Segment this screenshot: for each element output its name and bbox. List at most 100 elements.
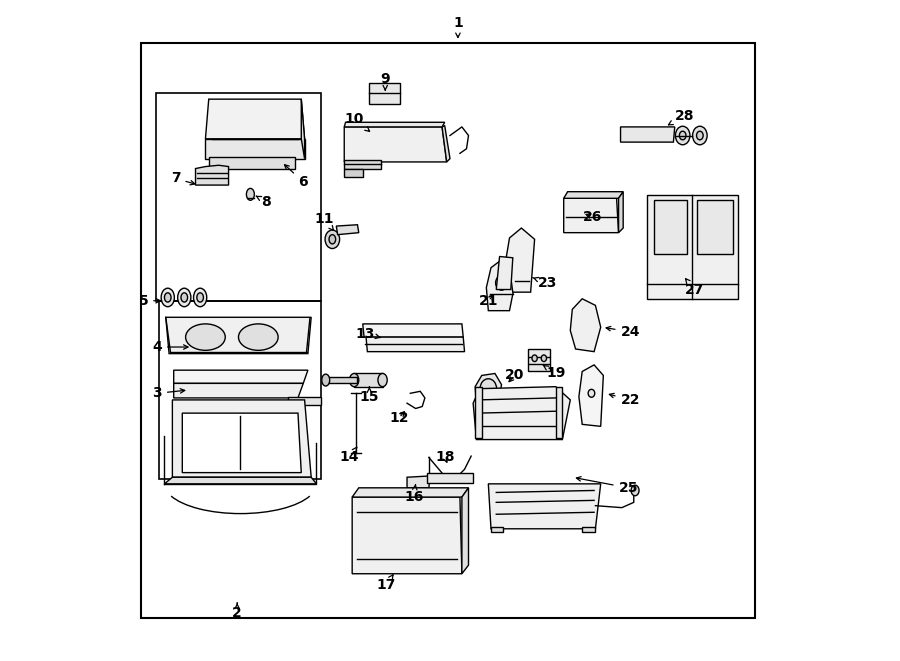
Text: 17: 17 bbox=[376, 575, 396, 592]
Text: 13: 13 bbox=[356, 327, 381, 341]
Ellipse shape bbox=[194, 288, 207, 307]
Polygon shape bbox=[337, 225, 359, 235]
Ellipse shape bbox=[693, 126, 707, 145]
Ellipse shape bbox=[161, 288, 175, 307]
Polygon shape bbox=[344, 122, 445, 127]
Bar bbox=[156, 93, 321, 301]
Ellipse shape bbox=[532, 355, 537, 362]
Text: 11: 11 bbox=[315, 212, 334, 230]
Text: 27: 27 bbox=[685, 279, 705, 297]
Text: 20: 20 bbox=[505, 368, 525, 383]
Text: 28: 28 bbox=[669, 108, 695, 125]
Polygon shape bbox=[427, 473, 473, 483]
Polygon shape bbox=[302, 99, 304, 159]
Ellipse shape bbox=[508, 395, 517, 405]
Ellipse shape bbox=[697, 131, 703, 140]
Polygon shape bbox=[486, 258, 516, 311]
Polygon shape bbox=[556, 387, 562, 438]
Text: 22: 22 bbox=[609, 393, 640, 407]
Text: 18: 18 bbox=[435, 450, 454, 465]
Polygon shape bbox=[183, 413, 302, 473]
Polygon shape bbox=[506, 228, 535, 292]
Polygon shape bbox=[363, 324, 464, 337]
Text: 4: 4 bbox=[152, 340, 188, 354]
Ellipse shape bbox=[496, 276, 508, 290]
Polygon shape bbox=[352, 497, 462, 574]
Text: 15: 15 bbox=[360, 387, 379, 404]
Polygon shape bbox=[475, 373, 501, 405]
Polygon shape bbox=[344, 127, 446, 162]
Ellipse shape bbox=[177, 288, 191, 307]
Polygon shape bbox=[528, 349, 551, 371]
Polygon shape bbox=[288, 397, 321, 405]
Polygon shape bbox=[355, 373, 382, 387]
Polygon shape bbox=[209, 157, 294, 169]
Polygon shape bbox=[344, 160, 381, 169]
Polygon shape bbox=[174, 383, 303, 398]
Bar bbox=[159, 301, 321, 479]
Polygon shape bbox=[195, 165, 229, 185]
Polygon shape bbox=[369, 83, 400, 104]
Text: 23: 23 bbox=[533, 276, 557, 290]
Text: 9: 9 bbox=[381, 72, 390, 90]
Polygon shape bbox=[620, 127, 675, 142]
Polygon shape bbox=[698, 200, 733, 254]
Polygon shape bbox=[473, 387, 571, 440]
Polygon shape bbox=[653, 200, 687, 254]
Polygon shape bbox=[407, 476, 430, 488]
Polygon shape bbox=[475, 387, 482, 438]
Text: 19: 19 bbox=[544, 366, 565, 381]
Polygon shape bbox=[205, 139, 304, 159]
Text: 26: 26 bbox=[582, 210, 602, 224]
Text: 12: 12 bbox=[390, 410, 409, 425]
Text: 6: 6 bbox=[284, 165, 308, 189]
Text: 24: 24 bbox=[607, 325, 640, 339]
Text: 10: 10 bbox=[345, 112, 370, 132]
Ellipse shape bbox=[675, 126, 690, 145]
Text: 14: 14 bbox=[340, 447, 359, 465]
Polygon shape bbox=[166, 317, 311, 354]
Ellipse shape bbox=[322, 374, 329, 386]
Ellipse shape bbox=[500, 391, 508, 402]
Polygon shape bbox=[344, 169, 363, 177]
Text: 21: 21 bbox=[479, 293, 498, 308]
Polygon shape bbox=[352, 488, 469, 497]
Text: 7: 7 bbox=[171, 171, 194, 186]
Polygon shape bbox=[442, 126, 450, 162]
Polygon shape bbox=[579, 365, 603, 426]
Polygon shape bbox=[563, 192, 623, 198]
Polygon shape bbox=[571, 299, 600, 352]
Ellipse shape bbox=[247, 188, 255, 200]
Polygon shape bbox=[491, 527, 503, 532]
Ellipse shape bbox=[329, 235, 336, 244]
Polygon shape bbox=[563, 198, 618, 233]
Polygon shape bbox=[205, 99, 304, 139]
Text: 8: 8 bbox=[256, 194, 271, 209]
Text: 5: 5 bbox=[139, 293, 160, 308]
Text: 3: 3 bbox=[152, 386, 184, 401]
Ellipse shape bbox=[480, 379, 497, 399]
Polygon shape bbox=[462, 488, 469, 574]
Bar bbox=[141, 43, 755, 618]
Ellipse shape bbox=[631, 485, 639, 496]
Text: 1: 1 bbox=[453, 16, 463, 38]
Polygon shape bbox=[165, 477, 317, 484]
Polygon shape bbox=[174, 370, 308, 383]
Text: 2: 2 bbox=[232, 603, 242, 620]
Polygon shape bbox=[489, 484, 600, 529]
Ellipse shape bbox=[238, 324, 278, 350]
Ellipse shape bbox=[181, 293, 187, 302]
Polygon shape bbox=[618, 192, 623, 233]
Text: 16: 16 bbox=[404, 485, 423, 504]
Ellipse shape bbox=[325, 230, 339, 249]
Ellipse shape bbox=[349, 373, 359, 387]
Polygon shape bbox=[328, 377, 357, 383]
Ellipse shape bbox=[197, 293, 203, 302]
Ellipse shape bbox=[588, 389, 595, 397]
Polygon shape bbox=[173, 400, 311, 477]
Ellipse shape bbox=[541, 355, 546, 362]
Polygon shape bbox=[496, 256, 513, 290]
Ellipse shape bbox=[185, 324, 225, 350]
Polygon shape bbox=[366, 337, 464, 352]
Ellipse shape bbox=[165, 293, 171, 302]
